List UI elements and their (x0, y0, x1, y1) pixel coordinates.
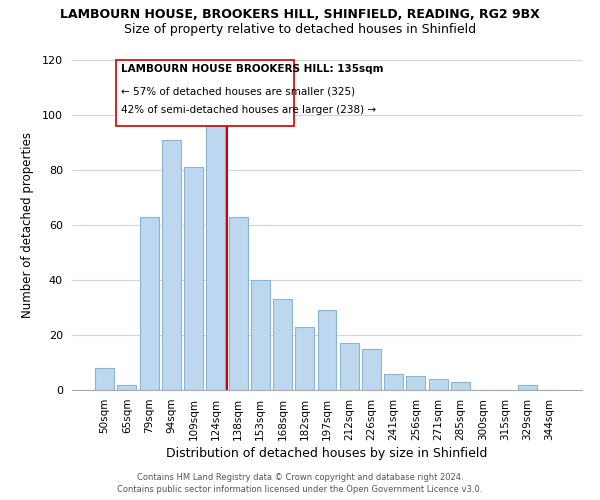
Text: Contains public sector information licensed under the Open Government Licence v3: Contains public sector information licen… (118, 485, 482, 494)
Bar (451, 382, 470, 390)
Bar (406, 376, 425, 390)
Bar (340, 343, 359, 390)
X-axis label: Distribution of detached houses by size in Shinfield: Distribution of detached houses by size … (166, 446, 488, 460)
FancyBboxPatch shape (116, 60, 293, 126)
Text: LAMBOURN HOUSE BROOKERS HILL: 135sqm: LAMBOURN HOUSE BROOKERS HILL: 135sqm (121, 64, 384, 74)
Bar (162, 140, 181, 390)
Bar (206, 115, 225, 390)
Bar (362, 349, 381, 390)
Bar (429, 379, 448, 390)
Text: Contains HM Land Registry data © Crown copyright and database right 2024.: Contains HM Land Registry data © Crown c… (137, 472, 463, 482)
Text: 42% of semi-detached houses are larger (238) →: 42% of semi-detached houses are larger (… (121, 106, 376, 116)
Bar (118, 384, 136, 390)
Text: LAMBOURN HOUSE, BROOKERS HILL, SHINFIELD, READING, RG2 9BX: LAMBOURN HOUSE, BROOKERS HILL, SHINFIELD… (60, 8, 540, 20)
Bar (251, 280, 270, 390)
Text: Size of property relative to detached houses in Shinfield: Size of property relative to detached ho… (124, 22, 476, 36)
Bar (184, 167, 203, 390)
Bar (95, 368, 114, 390)
Text: ← 57% of detached houses are smaller (325): ← 57% of detached houses are smaller (32… (121, 86, 355, 96)
Bar (384, 374, 403, 390)
Bar (295, 327, 314, 390)
Bar (317, 310, 337, 390)
Y-axis label: Number of detached properties: Number of detached properties (20, 132, 34, 318)
Bar (229, 217, 248, 390)
Bar (140, 217, 158, 390)
Bar (518, 384, 536, 390)
Bar (273, 299, 292, 390)
